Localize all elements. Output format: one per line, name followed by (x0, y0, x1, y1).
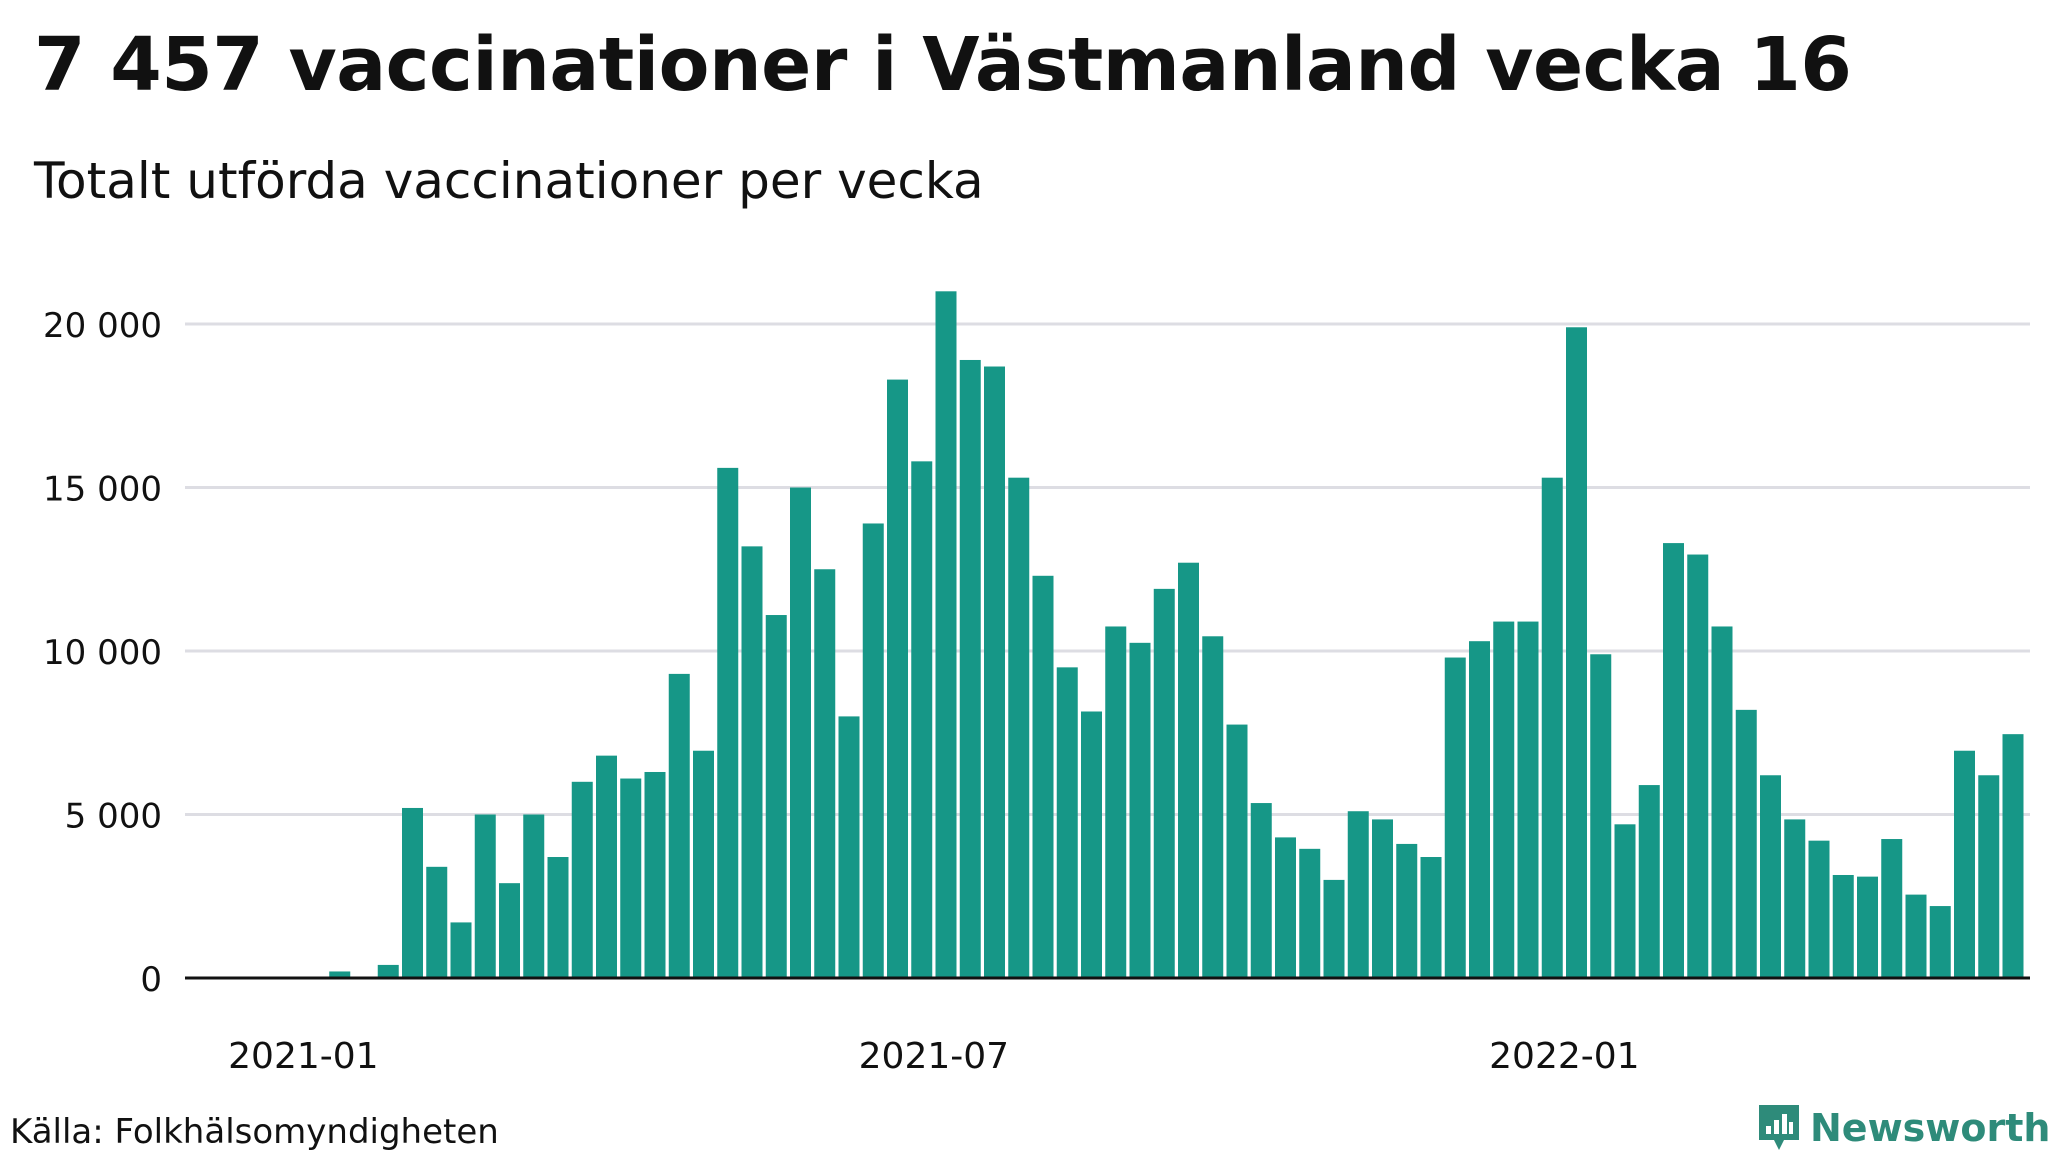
bar (571, 781, 593, 978)
bar (1372, 819, 1393, 978)
bar (1153, 588, 1175, 978)
bar (1614, 824, 1636, 978)
bar (1978, 775, 2000, 978)
bar (984, 366, 1005, 978)
bar (862, 523, 884, 978)
bar (499, 883, 520, 978)
bar (765, 615, 787, 978)
bar (596, 755, 617, 978)
bar (693, 750, 714, 978)
bar (1081, 711, 1102, 978)
bar (1420, 857, 1442, 978)
bar (377, 964, 399, 978)
bar (1396, 843, 1418, 978)
bar (329, 971, 351, 978)
bar (644, 771, 666, 978)
bar (1056, 667, 1078, 978)
bar (1469, 641, 1490, 978)
x-tick-label: 2021-07 (859, 1036, 1009, 1077)
y-tick-label: 5 000 (65, 797, 162, 837)
bar (935, 291, 957, 978)
newsworthy-logo-icon (1759, 1105, 1799, 1150)
bar-chart: 0 5 000 10 000 15 000 20 000 2021-01 2021-07 20… (43, 291, 2030, 1077)
y-tick-label: 10 000 (43, 633, 162, 673)
bar (1832, 874, 1854, 978)
bar (1735, 709, 1757, 978)
bar (1032, 575, 1054, 978)
bar (1323, 879, 1345, 978)
bar (814, 569, 836, 978)
y-tick-label: 0 (140, 960, 162, 1000)
bar (887, 379, 908, 979)
chart-subtitle: Totalt utförda vaccinationer per vecka (34, 152, 984, 210)
x-tick-label: 2022-01 (1489, 1036, 1639, 1077)
bar (1929, 906, 1951, 978)
brand-logo: Newsworthy (1756, 1102, 2048, 1154)
bar (1299, 848, 1321, 978)
bar (959, 359, 981, 979)
bar (523, 814, 545, 978)
source-note: Källa: Folkhälsomyndigheten (10, 1112, 499, 1152)
bar (1881, 839, 1903, 978)
bar (741, 546, 763, 978)
bar (1008, 477, 1030, 978)
bar (911, 461, 933, 979)
bar (1226, 724, 1248, 978)
bar (1250, 803, 1272, 978)
bar (1711, 626, 1733, 978)
bar (1444, 657, 1466, 978)
bar (1857, 876, 1878, 978)
y-tick-label: 20 000 (43, 306, 162, 346)
bar (1493, 621, 1515, 978)
bar (1129, 642, 1151, 978)
bar (2002, 734, 2024, 978)
chart-title: 7 457 vaccinationer i Västmanland vecka … (34, 22, 1852, 108)
bar (1178, 562, 1199, 978)
bar (1784, 819, 1806, 978)
bar (1347, 811, 1369, 978)
bar (1275, 837, 1296, 978)
bar (1638, 785, 1660, 978)
brand-name: Newsworthy (1810, 1106, 2048, 1150)
bars (329, 291, 2024, 979)
x-tick-label: 2021-01 (228, 1036, 378, 1077)
bar (402, 807, 423, 978)
bar (790, 487, 811, 978)
bar (1517, 621, 1539, 978)
bar (1590, 654, 1612, 978)
bar (426, 866, 448, 978)
bar (717, 467, 739, 978)
axes: 0 5 000 10 000 15 000 20 000 2021-01 2021-07 20… (43, 306, 2030, 1077)
bar (1808, 840, 1830, 978)
bar (838, 716, 860, 978)
bar (1566, 327, 1587, 978)
bar (474, 814, 496, 978)
bar (450, 922, 472, 978)
bar (1202, 636, 1224, 978)
bar (1954, 750, 1975, 978)
bar (668, 673, 690, 978)
bar (1541, 477, 1563, 978)
y-tick-label: 15 000 (43, 470, 162, 510)
bar (1760, 775, 1781, 978)
bar (1105, 626, 1127, 978)
bar (1663, 543, 1684, 978)
bar (620, 778, 642, 978)
bar (547, 857, 569, 978)
bar (1905, 894, 1927, 978)
bar (1687, 554, 1709, 978)
